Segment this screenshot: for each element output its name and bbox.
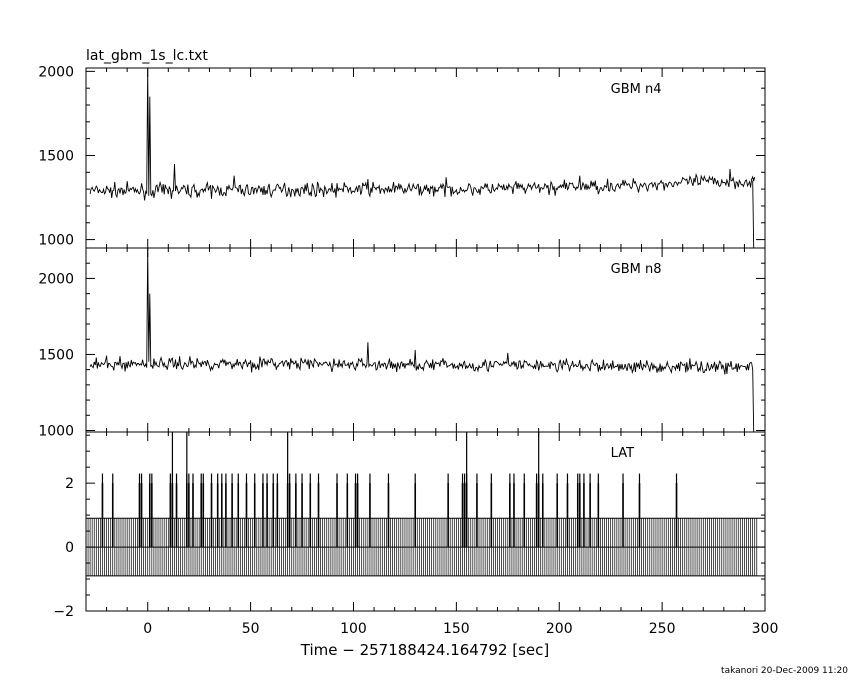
footer-stamp: takanori 20-Dec-2009 11:20 (721, 666, 848, 676)
panels-group: 1000 1500 2000 GBM n4 1000 1500 2000 GBM n8 −2 0 2… (38, 64, 766, 620)
light-curve-line (89, 67, 756, 249)
y-tick-label: 1000 (38, 233, 74, 249)
x-tick-label: 0 (143, 621, 152, 637)
panel-label: GBM n4 (611, 82, 662, 97)
y-tick-label: 2000 (38, 271, 74, 287)
x-tick-label: 150 (443, 621, 470, 637)
y-tick-label: 1500 (38, 347, 74, 363)
panel-frame (85, 247, 766, 433)
panel-2: 1000 1500 2000 GBM n8 (38, 247, 766, 439)
panel-1: 1000 1500 2000 GBM n4 (38, 64, 766, 249)
chart-title: lat_gbm_1s_lc.txt (86, 48, 208, 64)
panel-label: GBM n8 (611, 262, 662, 277)
y-tick-label: 1500 (38, 148, 74, 164)
y-tick-label: 1000 (38, 423, 74, 439)
y-tick-label: 0 (65, 540, 74, 556)
x-axis: 0 50 100 150 200 250 300 (143, 621, 778, 637)
panel-frame (85, 431, 766, 612)
y-tick-label: 2 (65, 476, 74, 492)
y-tick-label: −2 (53, 604, 74, 620)
x-tick-label: 250 (649, 621, 676, 637)
x-tick-label: 200 (546, 621, 573, 637)
x-axis-label: Time − 257188424.164792 [sec] (300, 641, 550, 659)
light-curve-line (89, 247, 755, 433)
panel-3: −2 0 2 LAT (53, 431, 766, 620)
x-tick-label: 300 (752, 621, 779, 637)
panel-frame (85, 67, 766, 249)
x-tick-label: 100 (340, 621, 367, 637)
panel-label: LAT (611, 446, 634, 461)
y-tick-label: 2000 (38, 64, 74, 80)
x-tick-label: 50 (242, 621, 260, 637)
